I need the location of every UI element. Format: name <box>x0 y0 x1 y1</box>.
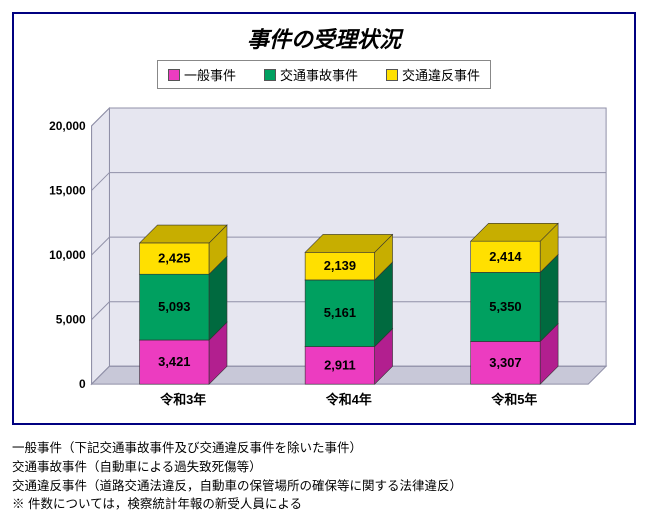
svg-text:令和3年: 令和3年 <box>159 392 206 407</box>
svg-text:0: 0 <box>79 377 86 391</box>
svg-text:3,421: 3,421 <box>158 354 190 369</box>
footnote-line: ※ 件数については，検察統計年報の新受人員による <box>12 495 636 514</box>
svg-text:3,307: 3,307 <box>489 355 521 370</box>
chart-frame: 事件の受理状況 一般事件 交通事故事件 交通違反事件 0 5,000 10,000 15,… <box>12 12 636 425</box>
footnote-line: 交通違反事件（道路交通法違反，自動車の保管場所の確保等に関する法律違反） <box>12 477 636 496</box>
svg-text:5,161: 5,161 <box>324 305 356 320</box>
legend-item: 交通事故事件 <box>264 65 358 84</box>
svg-text:令和4年: 令和4年 <box>325 392 372 407</box>
legend-swatch <box>386 69 398 81</box>
legend-label: 交通事故事件 <box>280 65 358 84</box>
svg-text:2,911: 2,911 <box>324 357 356 372</box>
chart-svg: 0 5,000 10,000 15,000 20,000 3,421 5,093 2,425 令… <box>26 99 622 419</box>
svg-text:5,000: 5,000 <box>56 313 86 327</box>
svg-text:20,000: 20,000 <box>49 119 86 133</box>
legend-swatch <box>168 69 180 81</box>
svg-text:令和5年: 令和5年 <box>490 392 537 407</box>
svg-text:2,414: 2,414 <box>489 249 522 264</box>
legend-label: 一般事件 <box>184 65 236 84</box>
legend: 一般事件 交通事故事件 交通違反事件 <box>157 60 491 89</box>
svg-text:5,093: 5,093 <box>158 299 190 314</box>
svg-text:10,000: 10,000 <box>49 248 86 262</box>
legend-swatch <box>264 69 276 81</box>
legend-item: 交通違反事件 <box>386 65 480 84</box>
legend-label: 交通違反事件 <box>402 65 480 84</box>
footnotes: 一般事件（下記交通事故事件及び交通違反事件を除いた事件）交通事故事件（自動車によ… <box>12 439 636 514</box>
footnote-line: 交通事故事件（自動車による過失致死傷等） <box>12 458 636 477</box>
chart-title: 事件の受理状況 <box>22 22 626 54</box>
footnote-line: 一般事件（下記交通事故事件及び交通違反事件を除いた事件） <box>12 439 636 458</box>
plot-area: 0 5,000 10,000 15,000 20,000 3,421 5,093 2,425 令… <box>26 99 622 419</box>
svg-text:2,425: 2,425 <box>158 251 190 266</box>
legend-item: 一般事件 <box>168 65 236 84</box>
svg-text:5,350: 5,350 <box>489 299 521 314</box>
svg-text:2,139: 2,139 <box>324 258 356 273</box>
svg-text:15,000: 15,000 <box>49 183 86 197</box>
